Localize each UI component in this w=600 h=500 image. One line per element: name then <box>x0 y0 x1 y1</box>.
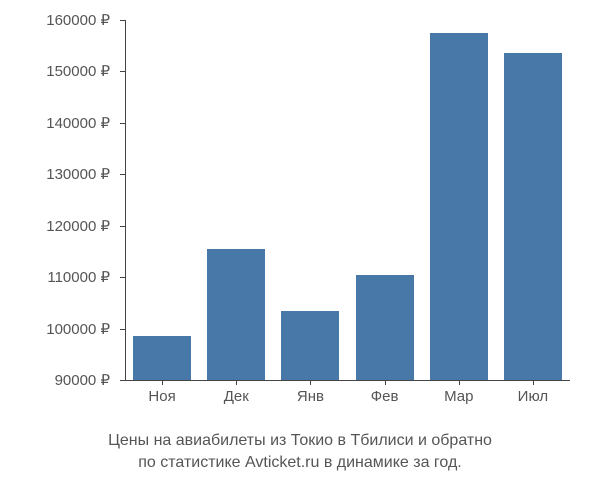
bar <box>207 249 265 380</box>
xtick-mark <box>459 380 460 385</box>
xtick-mark <box>385 380 386 385</box>
xtick-label: Июл <box>518 388 548 405</box>
ytick-mark <box>120 20 125 21</box>
xtick-mark <box>533 380 534 385</box>
chart-container: 90000 ₽ 100000 ₽ 110000 ₽ 120000 ₽ 130000 ₽ 1… <box>0 0 600 500</box>
ytick-mark <box>120 329 125 330</box>
xtick-label: Дек <box>224 388 249 405</box>
x-axis-line <box>125 380 570 381</box>
ytick-mark <box>120 380 125 381</box>
xtick-label: Мар <box>444 388 473 405</box>
xtick-mark <box>162 380 163 385</box>
bar <box>356 275 414 380</box>
ytick-label: 100000 ₽ <box>30 320 110 338</box>
xtick-label: Ноя <box>148 388 175 405</box>
ytick-mark <box>120 277 125 278</box>
bar <box>133 336 191 380</box>
ytick-mark <box>120 71 125 72</box>
ytick-mark <box>120 226 125 227</box>
chart-caption: Цены на авиабилеты из Токио в Тбилиси и … <box>0 430 600 473</box>
ytick-label: 110000 ₽ <box>30 268 110 286</box>
ytick-label: 90000 ₽ <box>30 371 110 389</box>
xtick-label: Фев <box>371 388 399 405</box>
ytick-label: 140000 ₽ <box>30 114 110 132</box>
ytick-label: 150000 ₽ <box>30 62 110 80</box>
bar <box>430 33 488 380</box>
plot-area <box>125 20 570 380</box>
xtick-mark <box>236 380 237 385</box>
ytick-label: 160000 ₽ <box>30 11 110 29</box>
chart-region: 90000 ₽ 100000 ₽ 110000 ₽ 120000 ₽ 130000 ₽ 1… <box>30 20 570 410</box>
caption-line-2: по статистике Avticket.ru в динамике за … <box>138 454 462 471</box>
bar <box>281 311 339 380</box>
ytick-label: 130000 ₽ <box>30 165 110 183</box>
xtick-label: Янв <box>297 388 324 405</box>
ytick-label: 120000 ₽ <box>30 217 110 235</box>
xtick-mark <box>310 380 311 385</box>
ytick-mark <box>120 123 125 124</box>
caption-line-1: Цены на авиабилеты из Токио в Тбилиси и … <box>108 432 492 449</box>
ytick-mark <box>120 174 125 175</box>
bar <box>504 53 562 380</box>
